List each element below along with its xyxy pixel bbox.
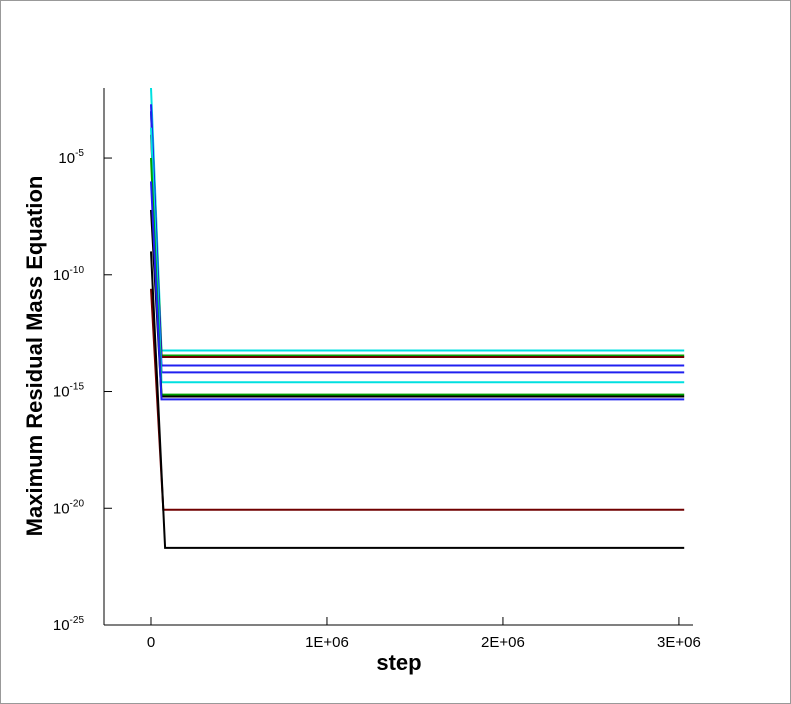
y-tick-label: 10-25 bbox=[53, 615, 85, 634]
y-tick-exponent: -5 bbox=[75, 148, 84, 159]
y-tick-exponent: -25 bbox=[70, 615, 85, 626]
y-tick-base: 10 bbox=[58, 150, 75, 167]
y-tick-base: 10 bbox=[53, 267, 70, 284]
y-tick-exponent: -15 bbox=[70, 382, 85, 393]
y-tick-label: 10-15 bbox=[53, 382, 85, 401]
series-line bbox=[150, 181, 685, 401]
series-line bbox=[150, 251, 685, 549]
y-tick-base: 10 bbox=[53, 500, 70, 517]
y-tick-base: 10 bbox=[53, 384, 70, 401]
x-tick-label: 2E+06 bbox=[481, 634, 525, 651]
y-tick-label: 10-20 bbox=[53, 498, 85, 517]
x-tick-label: 0 bbox=[147, 634, 155, 651]
y-tick-label: 10-10 bbox=[53, 265, 85, 284]
y-tick-exponent: -10 bbox=[70, 265, 85, 276]
y-tick-base: 10 bbox=[53, 617, 70, 634]
y-tick-label: 10-5 bbox=[58, 148, 84, 167]
x-axis-label: step bbox=[376, 650, 421, 675]
x-tick-label: 3E+06 bbox=[657, 634, 701, 651]
y-tick-exponent: -20 bbox=[70, 498, 85, 509]
x-tick-label: 1E+06 bbox=[305, 634, 349, 651]
y-axis-label: Maximum Residual Mass Equation bbox=[22, 176, 47, 537]
